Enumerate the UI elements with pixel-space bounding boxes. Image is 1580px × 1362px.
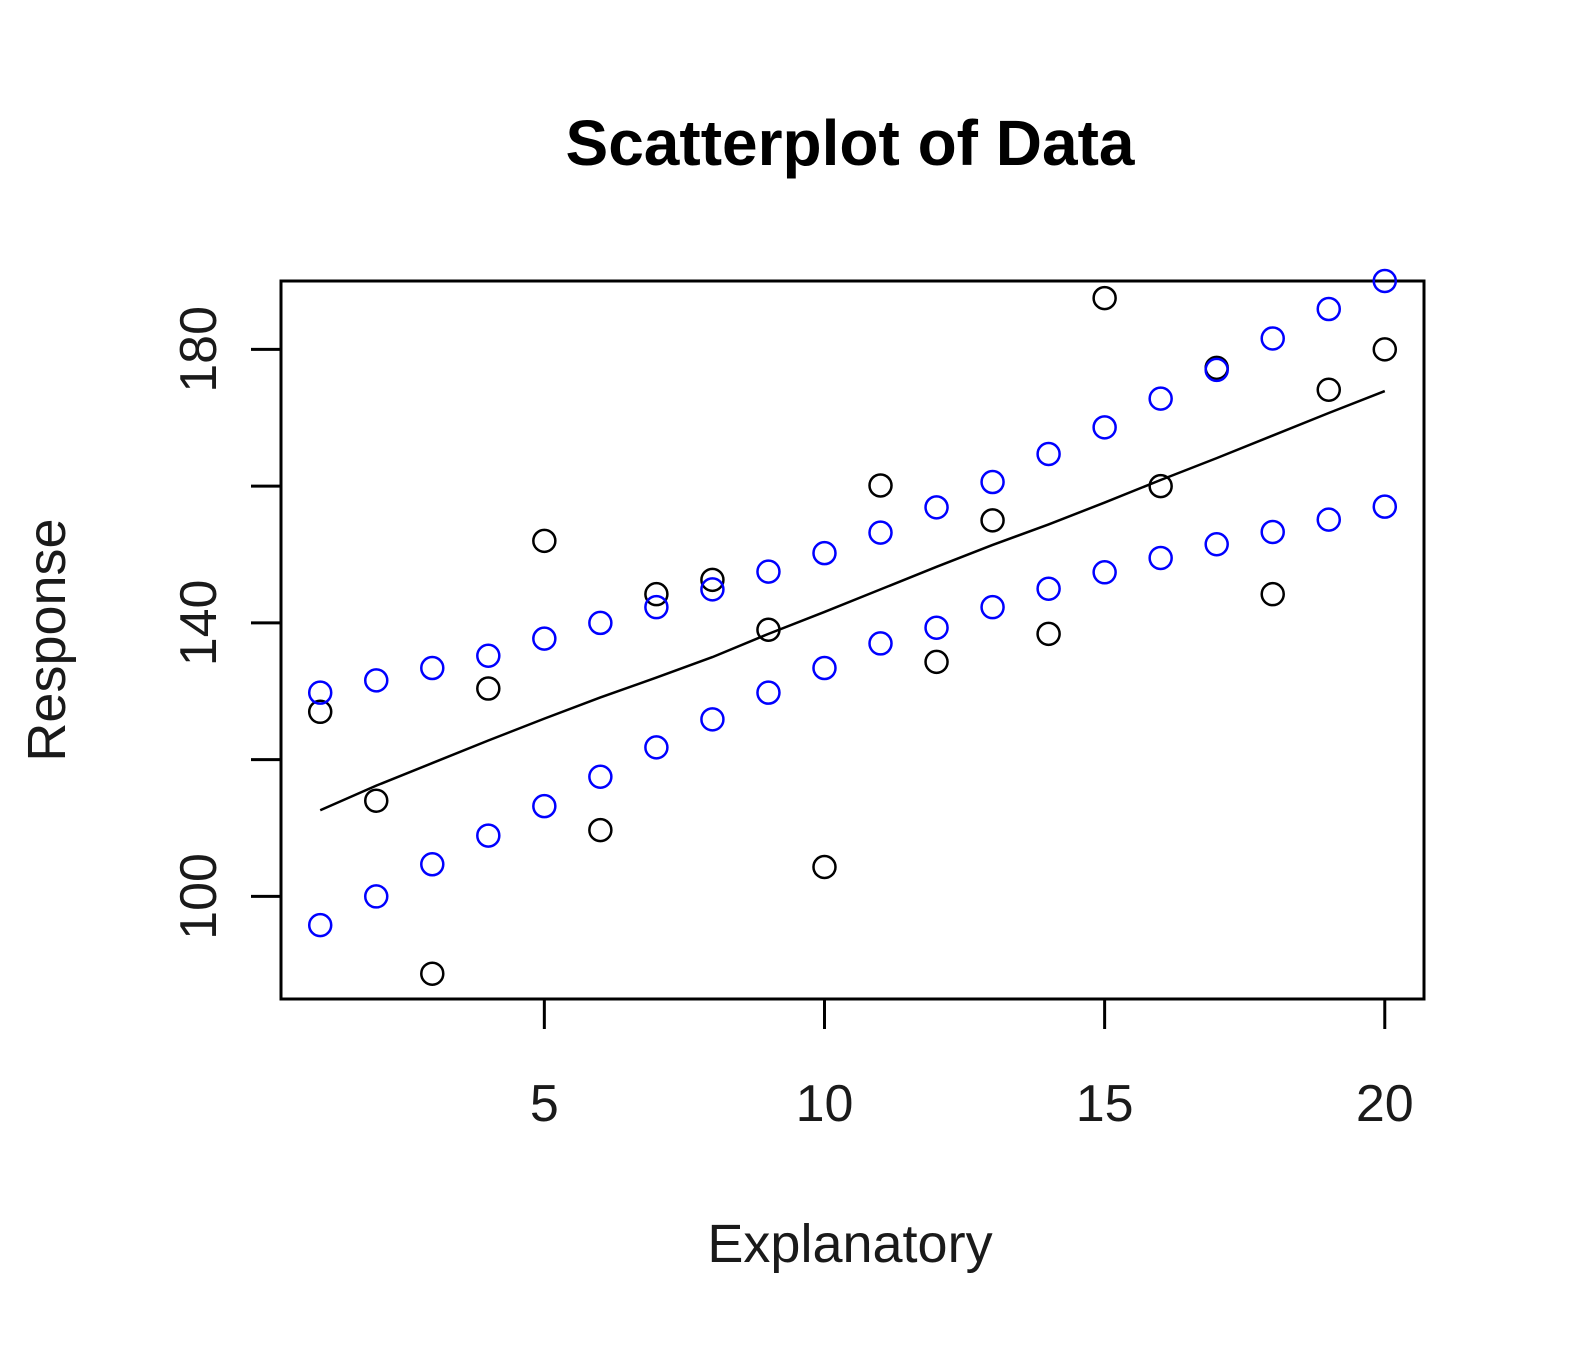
data-point: [756, 680, 781, 705]
plot-area-frame: [279, 279, 1426, 1001]
data-point: [1092, 560, 1117, 585]
data-point: [1260, 581, 1285, 607]
data-point: [307, 912, 333, 938]
data-point: [1092, 285, 1117, 311]
data-point: [1148, 473, 1173, 499]
data-point: [307, 680, 333, 705]
data-point: [868, 473, 893, 498]
data-point: [476, 643, 501, 668]
y-tick-label: 180: [170, 306, 228, 393]
data-point: [644, 594, 669, 620]
data-point: [364, 668, 389, 693]
data-point: [1372, 268, 1398, 294]
data-point: [307, 699, 333, 725]
y-axis-title: Response: [17, 518, 77, 761]
data-point: [980, 508, 1005, 533]
data-point: [1372, 337, 1398, 362]
data-point: [1036, 441, 1061, 467]
data-point: [812, 854, 837, 880]
x-tick-label: 5: [530, 1075, 559, 1133]
data-point: [700, 707, 725, 732]
data-point: [532, 626, 557, 651]
data-point: [588, 764, 613, 790]
data-point: [700, 577, 725, 602]
data-point: [868, 631, 893, 656]
data-point: [1036, 621, 1061, 647]
chart-title: Scatterplot of Data: [566, 107, 1135, 179]
data-point: [588, 817, 613, 843]
x-tick-label: 20: [1356, 1075, 1414, 1133]
x-axis: 5 10 15 20: [530, 997, 1414, 1133]
data-point: [420, 852, 445, 877]
data-point: [1316, 507, 1341, 532]
data-point: [924, 649, 949, 675]
y-tick-label: 140: [170, 580, 228, 667]
data-point: [420, 961, 445, 986]
data-point: [476, 823, 501, 848]
data-point: [1316, 377, 1341, 402]
data-point: [644, 581, 669, 607]
data-point: [532, 793, 557, 819]
data-point: [1204, 357, 1229, 383]
x-tick-label: 15: [1076, 1075, 1134, 1133]
data-point: [1260, 519, 1285, 545]
data-point: [364, 788, 389, 813]
x-axis-title: Explanatory: [707, 1214, 992, 1274]
y-axis: 100 140 180: [170, 306, 283, 940]
data-point: [980, 594, 1005, 620]
data-point: [420, 655, 445, 681]
data-point: [1092, 415, 1117, 440]
data-point: [812, 655, 837, 681]
point-series-3: [307, 494, 1398, 938]
data-point: [1204, 532, 1229, 557]
data-point: [364, 884, 389, 909]
data-series: [307, 268, 1398, 986]
point-series-2: [307, 268, 1398, 705]
data-point: [980, 469, 1005, 495]
data-point: [1260, 326, 1285, 351]
fitted-line: [319, 389, 1386, 812]
data-point: [1148, 545, 1173, 571]
data-point: [1316, 296, 1341, 322]
data-point: [924, 615, 949, 640]
y-tick-label: 100: [170, 853, 228, 940]
x-tick-label: 10: [796, 1075, 854, 1133]
data-point: [924, 495, 949, 520]
data-point: [532, 528, 557, 554]
data-point: [1148, 386, 1173, 411]
data-point: [868, 520, 893, 545]
data-point: [700, 567, 725, 593]
data-point: [1036, 576, 1061, 601]
data-point: [756, 559, 781, 584]
data-point: [644, 735, 669, 760]
data-point: [588, 610, 613, 636]
data-point: [1372, 494, 1398, 519]
point-series-1: [307, 285, 1398, 986]
data-point: [476, 676, 501, 701]
data-point: [812, 540, 837, 566]
